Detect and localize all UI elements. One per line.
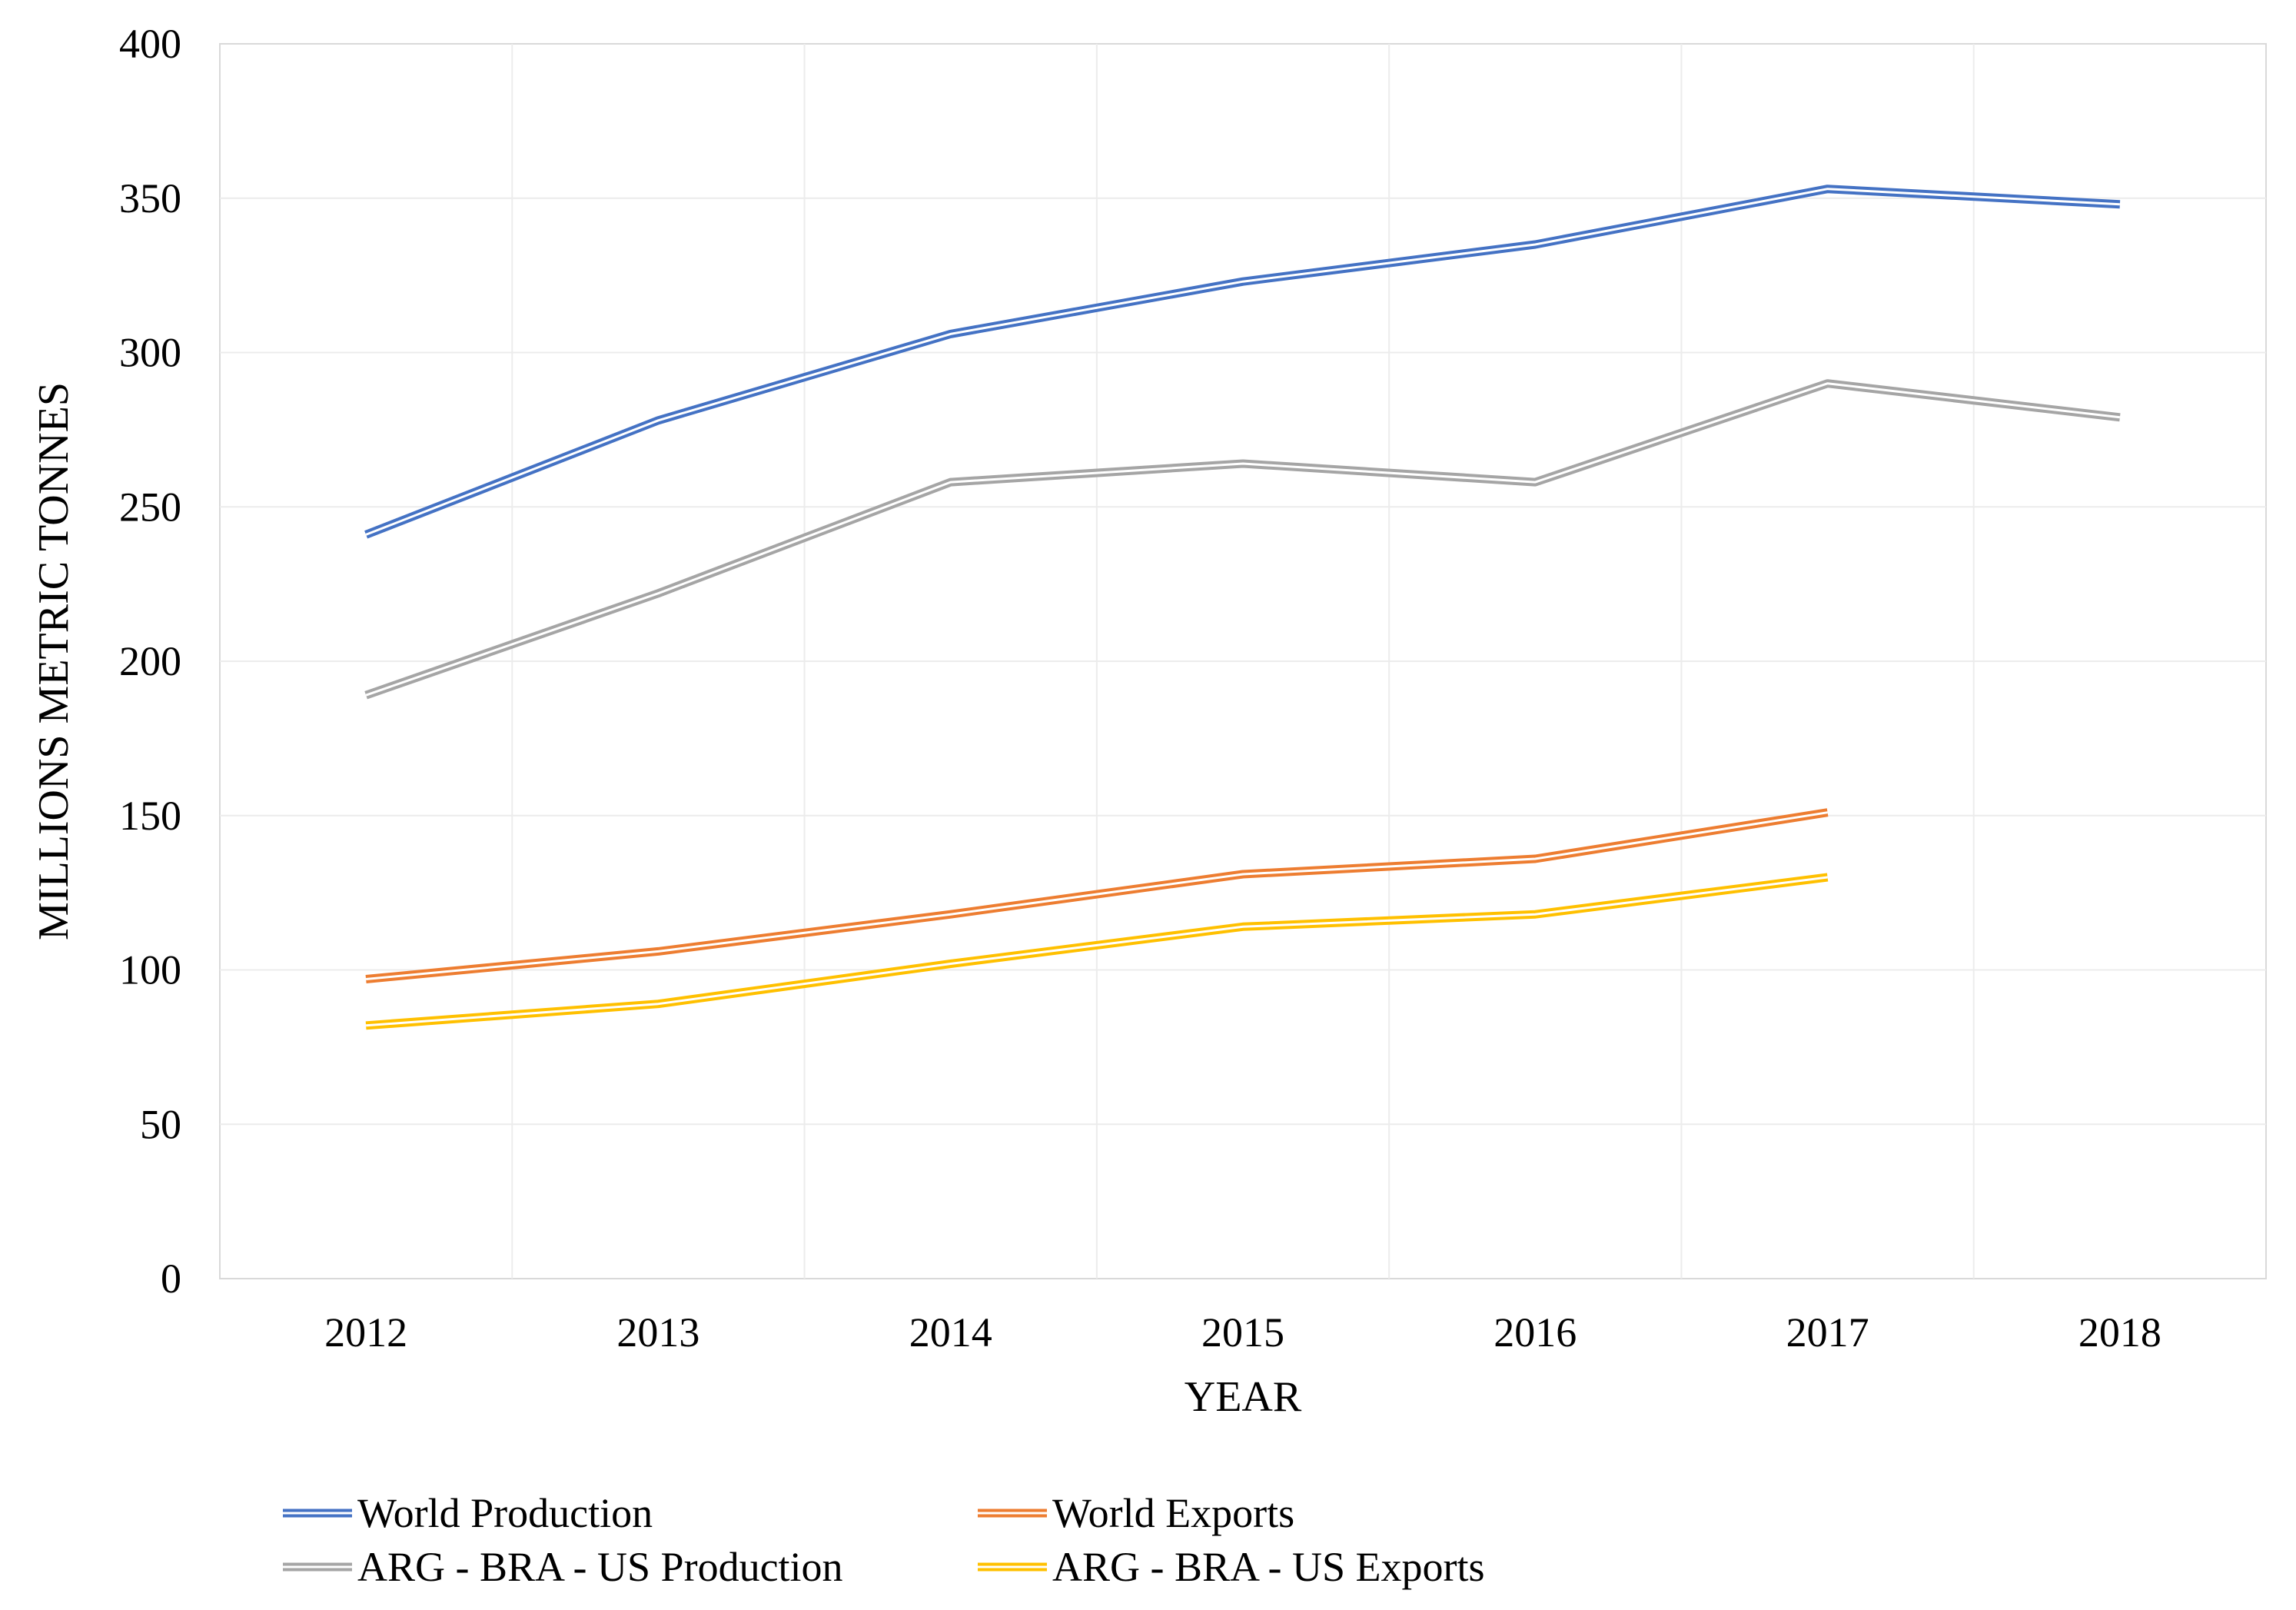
y-tick-label: 300 [119, 330, 181, 376]
y-tick-label: 100 [119, 947, 181, 993]
y-tick-label: 350 [119, 175, 181, 221]
x-tick-label: 2013 [616, 1309, 699, 1356]
y-tick-label: 0 [161, 1256, 181, 1302]
series-line-inner-arg-bra-us-production [365, 382, 2121, 697]
x-axis-title: YEAR [1185, 1373, 1302, 1421]
x-tick-label: 2018 [2078, 1309, 2161, 1356]
x-tick-label: 2016 [1494, 1309, 1577, 1356]
legend-label: World Production [357, 1490, 653, 1536]
series-world-exports [365, 808, 1829, 983]
legend-entry-world-exports: World Exports [978, 1490, 1294, 1536]
series-world-production [364, 185, 2121, 539]
legend: World Production World Exports ARG - BRA -… [283, 1490, 1485, 1590]
series-arg-bra-us-exports [365, 873, 1829, 1030]
y-tick-label: 150 [119, 793, 181, 839]
y-tick-label: 200 [119, 638, 181, 684]
series-arg-bra-us-production [364, 379, 2121, 700]
x-axis-tick-labels: 2012 2013 2014 2015 2016 2017 2018 [324, 1309, 2161, 1356]
x-tick-label: 2015 [1201, 1309, 1284, 1356]
series-lines [364, 185, 2121, 1030]
series-line-inner-world-production [365, 188, 2120, 536]
y-axis-tick-labels: 0 50 100 150 200 250 300 350 400 [119, 21, 181, 1302]
x-tick-label: 2017 [1786, 1309, 1869, 1356]
x-tick-label: 2012 [324, 1309, 407, 1356]
gridlines [220, 44, 2266, 1279]
y-tick-label: 50 [140, 1101, 181, 1147]
series-line-inner-world-exports [365, 811, 1828, 980]
legend-label: ARG - BRA - US Production [357, 1544, 843, 1590]
y-tick-label: 250 [119, 484, 181, 530]
y-axis-title: MILLIONS METRIC TONNES [30, 382, 78, 940]
legend-entry-arg-bra-us-production: ARG - BRA - US Production [283, 1544, 843, 1590]
legend-label: ARG - BRA - US Exports [1052, 1544, 1485, 1590]
series-line-inner-arg-bra-us-exports [365, 876, 1828, 1027]
x-tick-label: 2014 [909, 1309, 992, 1356]
y-tick-label: 400 [119, 21, 181, 67]
legend-label: World Exports [1052, 1490, 1294, 1536]
legend-entry-arg-bra-us-exports: ARG - BRA - US Exports [978, 1544, 1485, 1590]
legend-entry-world-production: World Production [283, 1490, 653, 1536]
